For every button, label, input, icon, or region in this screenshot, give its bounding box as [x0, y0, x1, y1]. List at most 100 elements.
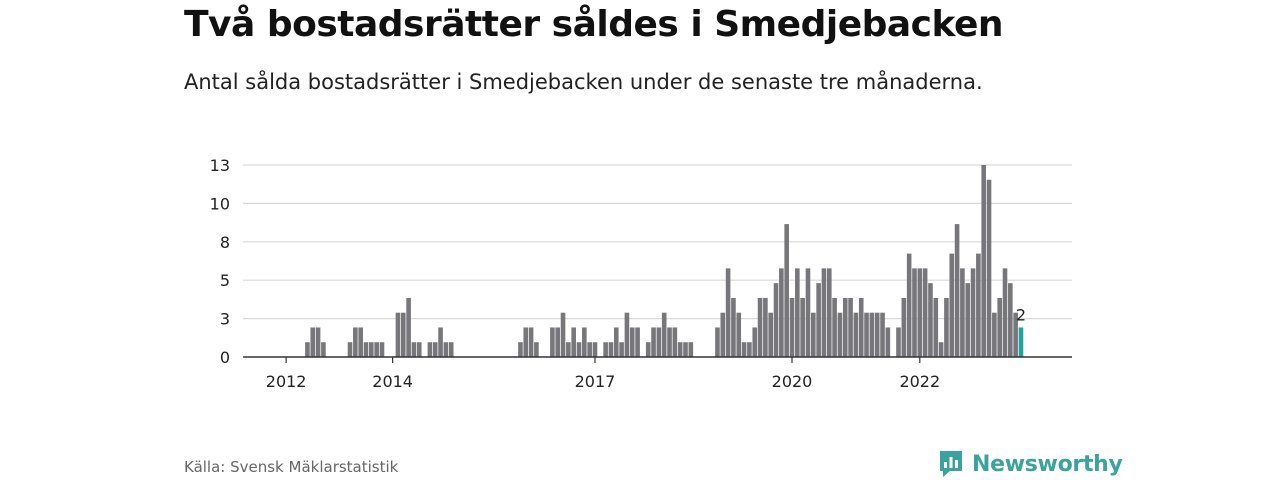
- bar: [747, 342, 752, 357]
- bar: [1008, 283, 1013, 357]
- x-tick-label: 2020: [772, 372, 813, 391]
- bar: [406, 297, 411, 357]
- bar: [613, 327, 619, 357]
- bar: [400, 312, 406, 357]
- bar: [592, 342, 598, 357]
- bars: [305, 165, 1024, 357]
- bar: [416, 342, 422, 357]
- bar: [358, 327, 363, 357]
- bar: [992, 312, 997, 357]
- bar: [816, 283, 821, 357]
- bar: [353, 327, 358, 357]
- bar: [438, 327, 443, 357]
- bar: [805, 268, 811, 357]
- bar: [763, 297, 768, 357]
- bar: [928, 283, 933, 357]
- bar: [821, 268, 827, 357]
- bar: [885, 327, 891, 357]
- bar: [922, 268, 928, 357]
- bar: [427, 342, 433, 357]
- bar: [523, 327, 529, 357]
- bar: [832, 297, 837, 357]
- bar: [629, 327, 635, 357]
- x-tick-label: 2012: [266, 372, 307, 391]
- bar: [635, 327, 640, 357]
- y-tick-label: 0: [220, 348, 230, 367]
- bar: [661, 312, 667, 357]
- bar: [795, 268, 800, 357]
- bar: [550, 327, 555, 357]
- bar: [305, 342, 310, 357]
- bar: [896, 327, 901, 357]
- bar: [715, 327, 720, 357]
- bar: [619, 342, 624, 357]
- bar: [826, 268, 832, 357]
- bar: [720, 312, 726, 357]
- y-tick-label: 10: [210, 194, 230, 213]
- bar: [784, 224, 789, 357]
- axes: 0 3 5 8 10 13 2 2012 2014 2017 2020 2022: [210, 156, 1072, 391]
- bar: [656, 327, 662, 357]
- bar: [853, 312, 859, 357]
- bar: [310, 327, 316, 357]
- bar: [874, 312, 880, 357]
- bar: [789, 297, 795, 357]
- bar: [315, 327, 321, 357]
- bar: [880, 312, 885, 357]
- x-tick-label: 2022: [899, 372, 940, 391]
- bar: [582, 327, 587, 357]
- bar: [534, 342, 539, 357]
- bar: [773, 283, 779, 357]
- bar: [624, 312, 630, 357]
- source-note: Källa: Svensk Mäklarstatistik: [184, 458, 399, 476]
- bar: [933, 297, 939, 357]
- bar: [369, 342, 374, 357]
- bar: [741, 342, 747, 357]
- bar: [725, 268, 731, 357]
- chart-title: Två bostadsrätter såldes i Smedjebacken: [184, 4, 1004, 45]
- bar: [976, 253, 981, 357]
- bar: [688, 342, 694, 357]
- gridlines: [243, 164, 1072, 320]
- bar: [411, 342, 417, 357]
- bar: [560, 312, 566, 357]
- bar: [677, 342, 683, 357]
- bar: [683, 342, 688, 357]
- bar: [858, 297, 864, 357]
- bar: [587, 342, 592, 357]
- bar: [374, 342, 379, 357]
- bar: [321, 342, 326, 357]
- bar: [768, 312, 773, 357]
- bar: [566, 342, 571, 357]
- bar: [1013, 312, 1018, 357]
- bar: [731, 297, 736, 357]
- x-tick-label: 2014: [372, 372, 413, 391]
- bar: [752, 327, 758, 357]
- bar: [443, 342, 449, 357]
- bar: [864, 312, 869, 357]
- bar: [901, 297, 907, 357]
- bar: [667, 327, 672, 357]
- bar-highlight: [1018, 327, 1024, 357]
- y-tick-label: 13: [210, 156, 230, 175]
- bar: [779, 268, 784, 357]
- bar: [986, 179, 992, 357]
- bar: [800, 297, 805, 357]
- bar: [672, 327, 678, 357]
- bar: [842, 297, 848, 357]
- chart-subtitle: Antal sålda bostadsrätter i Smedjebacken…: [184, 70, 983, 94]
- bar: [970, 268, 976, 357]
- bar: [363, 342, 369, 357]
- bar: [869, 312, 875, 357]
- bar: [448, 342, 454, 357]
- bar: [651, 327, 656, 357]
- bar: [571, 327, 576, 357]
- brand-logo[interactable]: Newsworthy: [938, 449, 1123, 479]
- bar: [347, 342, 353, 357]
- bar: [917, 268, 923, 357]
- bar: [395, 312, 401, 357]
- bar: [938, 342, 944, 357]
- bar-value-label: 2: [1016, 305, 1026, 324]
- bar: [997, 297, 1002, 357]
- newsworthy-logo-icon: [940, 451, 962, 477]
